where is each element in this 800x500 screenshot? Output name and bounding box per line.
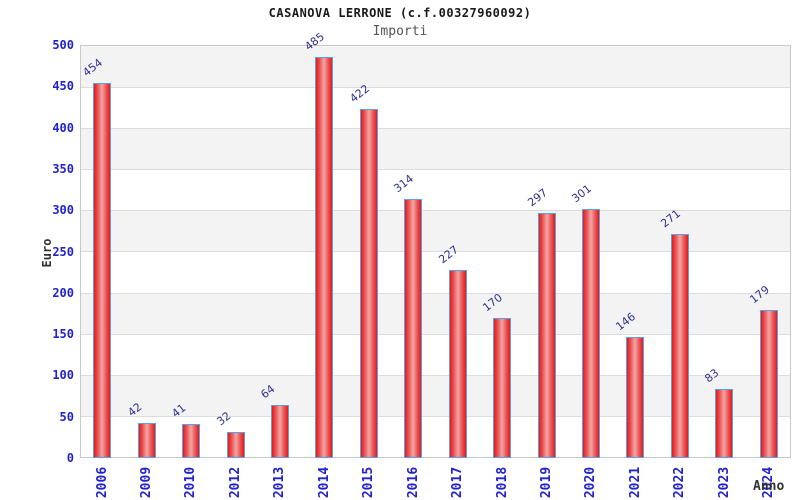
- y-tick-label: 0: [66, 451, 74, 465]
- bar: [670, 234, 689, 458]
- grid-band: [81, 415, 790, 457]
- x-axis-title: Anno: [753, 479, 785, 494]
- bar: [93, 82, 112, 458]
- x-tick-label: 2018: [494, 466, 510, 498]
- x-tick-label: 2006: [94, 466, 110, 498]
- y-tick-label: 350: [52, 161, 74, 176]
- bar: [582, 209, 601, 458]
- x-tick-label: 2019: [539, 466, 555, 498]
- y-tick-label: 450: [52, 79, 74, 94]
- grid-band: [81, 169, 790, 210]
- x-tick-label: 2015: [361, 466, 377, 498]
- bar: [182, 424, 201, 458]
- x-tick-label: 2014: [316, 466, 332, 498]
- bar: [315, 57, 334, 458]
- x-tick-label: 2022: [672, 466, 688, 498]
- x-tick-label: 2017: [450, 466, 466, 498]
- bar: [448, 270, 467, 458]
- y-tick-label: 100: [52, 368, 74, 383]
- grid-band: [81, 87, 790, 128]
- y-tick-label: 400: [52, 120, 74, 135]
- x-tick-label: 2013: [272, 466, 288, 498]
- x-tick-label: 2012: [228, 466, 244, 498]
- x-tick-label: 2010: [183, 466, 199, 498]
- grid-band: [81, 251, 790, 292]
- y-tick-label: 500: [52, 38, 74, 52]
- bar: [626, 337, 645, 458]
- x-tick-label: 2023: [716, 466, 732, 498]
- grid-band: [81, 46, 790, 88]
- bar: [226, 431, 245, 458]
- chart-subtitle: Importi: [372, 24, 428, 39]
- y-tick-label: 200: [52, 285, 74, 300]
- x-tick-label: 2009: [139, 466, 155, 498]
- y-axis-title: Euro: [40, 238, 54, 268]
- y-tick-label: 150: [52, 327, 74, 342]
- chart-title: CASANOVA LERRONE (c.f.00327960092): [268, 6, 532, 20]
- x-tick-label: 2020: [583, 466, 599, 498]
- bar: [359, 109, 378, 458]
- grid-band: [81, 333, 790, 375]
- bar: [404, 198, 423, 458]
- y-tick-label: 50: [59, 409, 74, 424]
- y-tick-label: 250: [52, 244, 74, 259]
- y-tick-label: 300: [52, 203, 74, 218]
- bar: [715, 389, 734, 458]
- x-tick-label: 2021: [627, 466, 643, 498]
- bar: [759, 310, 778, 458]
- bar: [270, 405, 289, 458]
- bar: [493, 317, 512, 458]
- x-tick-label: 2016: [405, 466, 421, 498]
- bar: [537, 212, 556, 458]
- bar: [137, 423, 156, 458]
- grid-band: [81, 128, 790, 170]
